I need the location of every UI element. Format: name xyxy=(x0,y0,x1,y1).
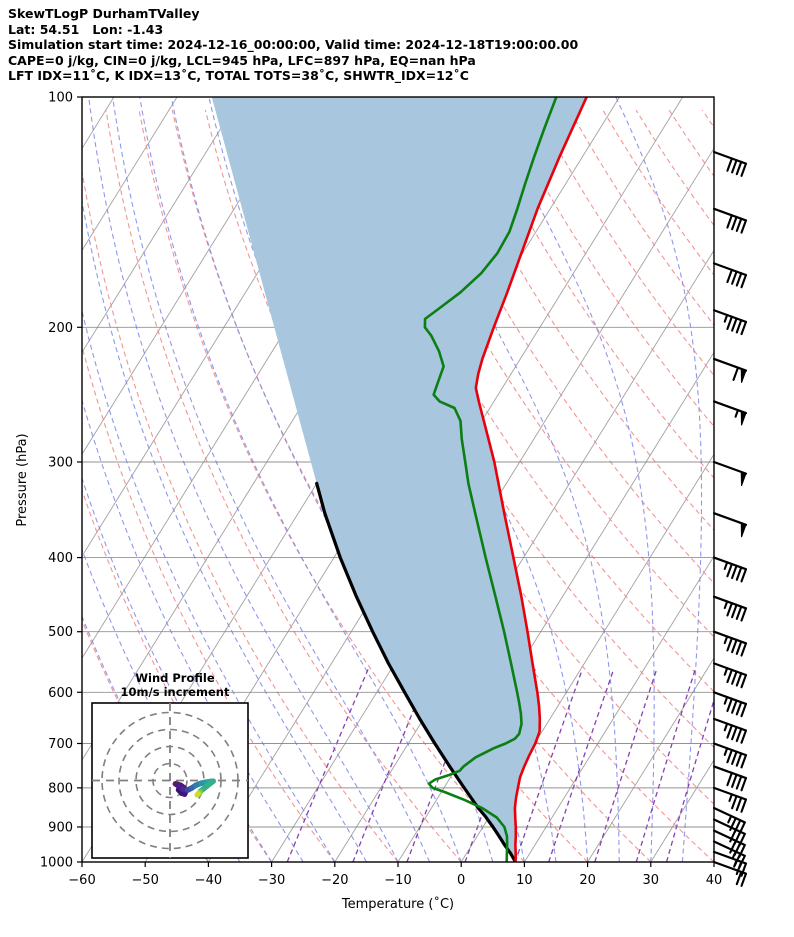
x-tick-label: 20 xyxy=(579,873,596,888)
y-tick-label: 1000 xyxy=(40,856,73,871)
y-tick-label: 500 xyxy=(48,625,73,640)
wind-barb xyxy=(712,512,748,538)
wind-barb xyxy=(712,309,748,336)
x-tick-label: −50 xyxy=(131,873,158,888)
y-tick-label: 400 xyxy=(48,551,73,566)
wind-barb xyxy=(712,207,748,234)
hodograph-segment xyxy=(194,791,201,798)
x-tick-label: −30 xyxy=(258,873,285,888)
header-latlon: Lat: 54.51 Lon: -1.43 xyxy=(8,21,164,37)
wind-barb xyxy=(712,806,746,836)
y-tick-label: 300 xyxy=(48,455,73,470)
wind-barbs xyxy=(712,150,748,887)
y-tick-label: 200 xyxy=(48,321,73,336)
wind-barb xyxy=(712,630,748,657)
x-tick-label: −60 xyxy=(68,873,95,888)
y-tick-label: 900 xyxy=(48,820,73,835)
y-tick-label: 700 xyxy=(48,737,73,752)
wind-barb xyxy=(712,595,748,622)
wind-barb xyxy=(712,150,748,177)
x-tick-label: 10 xyxy=(516,873,533,888)
x-tick-label: 40 xyxy=(706,873,723,888)
x-axis-label: Temperature (˚C) xyxy=(341,896,454,912)
header-cape-line: CAPE=0 j/kg, CIN=0 j/kg, LCL=945 hPa, LF… xyxy=(8,52,476,68)
x-tick-label: −10 xyxy=(384,873,411,888)
x-tick-label: −40 xyxy=(195,873,222,888)
y-tick-label: 600 xyxy=(48,686,73,701)
wind-barb xyxy=(712,765,748,792)
wind-barb xyxy=(712,860,748,887)
wind-barb xyxy=(712,717,748,744)
header-indices-line: LFT IDX=11˚C, K IDX=13˚C, TOTAL TOTS=38˚… xyxy=(8,68,469,83)
y-tick-label: 800 xyxy=(48,781,73,796)
y-tick-label: 100 xyxy=(48,91,73,106)
wind-barb xyxy=(712,262,748,289)
wind-barb xyxy=(712,357,748,383)
x-tick-label: −20 xyxy=(321,873,348,888)
hodograph-title-line1: Wind Profile xyxy=(135,671,215,685)
temperature-profile-line xyxy=(474,97,588,862)
dewpoint-profile-line xyxy=(423,97,558,862)
wind-barb xyxy=(712,556,748,583)
x-tick-label: 30 xyxy=(643,873,660,888)
wind-barb xyxy=(712,400,748,426)
wind-barb xyxy=(712,662,748,689)
figure-header: SkewTLogP DurhamTValley Lat: 54.51 Lon: … xyxy=(8,6,788,84)
wind-barb xyxy=(712,691,748,718)
wind-barb xyxy=(712,460,748,487)
cape-shading-region xyxy=(211,97,587,862)
wind-barb xyxy=(712,742,748,769)
axis-ticks: −60 −50 −40 −30 −20 −10 0 10 20 30 40 100 200 300 400 5… xyxy=(40,91,722,889)
parcel-profile-line xyxy=(315,481,518,862)
mixing-ratio-lines xyxy=(286,669,714,862)
header-times: Simulation start time: 2024-12-16_00:00:… xyxy=(8,37,579,52)
hodograph-inset xyxy=(91,702,249,859)
y-axis-label: Pressure (hPa) xyxy=(15,433,30,526)
x-tick-label: 0 xyxy=(457,873,465,888)
wind-barb xyxy=(712,786,748,813)
hodograph-title-line2: 10m/s increment xyxy=(121,685,230,699)
header-title: SkewTLogP DurhamTValley xyxy=(8,6,200,21)
